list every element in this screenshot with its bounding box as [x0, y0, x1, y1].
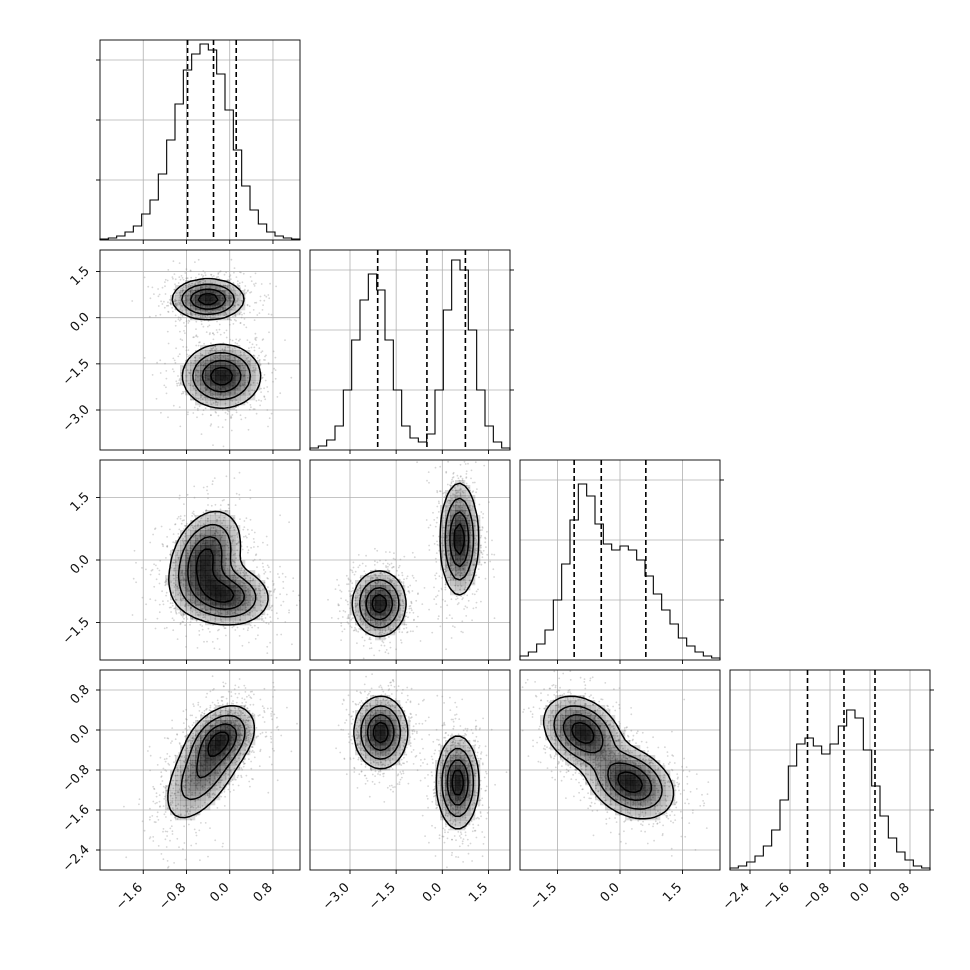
contour-level [171, 277, 262, 409]
y-tick-label: −1.5 [60, 356, 93, 389]
contour-level [180, 714, 246, 801]
diag-cell-1 [309, 249, 514, 454]
contour-level [366, 713, 469, 806]
contour-level [197, 293, 234, 386]
x-tick-label: −1.5 [527, 880, 560, 913]
panel-frame [519, 459, 721, 661]
y-tick-label: 0.8 [68, 682, 93, 707]
x-tick-label: −3.0 [320, 880, 353, 913]
contour-level [562, 714, 653, 801]
x-tick-label: −0.8 [800, 880, 833, 913]
contour-level [365, 511, 470, 621]
contour-level [553, 705, 663, 810]
contour-level [542, 695, 675, 820]
y-tick-label: 1.5 [68, 490, 93, 515]
histogram-2 [519, 483, 721, 660]
y-tick-label: 0.0 [68, 552, 93, 577]
x-tick-label: −1.6 [113, 880, 146, 913]
contour-level [358, 497, 475, 629]
pair-cell-1-0: −3.0 −1.5 0.0 1.5 [60, 249, 301, 454]
contour-lines [167, 705, 256, 819]
contour-level [571, 721, 644, 794]
panel-frame [729, 669, 931, 871]
diag-cell-2 [519, 459, 724, 664]
contour-level [181, 283, 252, 401]
contour-level [351, 482, 480, 638]
pair-cell-2-0: −1.5 0.0 1.5 [60, 459, 301, 664]
y-tick-label: −1.5 [60, 615, 93, 648]
contour-level [371, 523, 466, 614]
histogram-1 [309, 259, 511, 450]
panel-frame [99, 459, 301, 661]
diag-cell-0 [96, 39, 301, 244]
x-tick-label: 0.0 [598, 880, 623, 905]
histogram-3 [729, 709, 931, 870]
panel-frame [99, 669, 301, 871]
pair-cell-3-2: −1.5 0.0 1.5 [519, 669, 721, 913]
contour-lines [351, 482, 480, 638]
contour-level [187, 535, 246, 610]
x-tick-label: −1.5 [366, 880, 399, 913]
y-tick-label: −0.8 [60, 762, 93, 795]
x-tick-label: 1.5 [466, 880, 491, 905]
contour-lines [171, 277, 262, 409]
x-tick-label: 0.8 [251, 880, 276, 905]
pair-cell-3-1: −3.0 −1.5 0.0 1.5 [309, 669, 511, 913]
contour-level [353, 695, 480, 830]
x-tick-label: 0.0 [848, 880, 873, 905]
x-tick-label: −0.8 [156, 880, 189, 913]
contour-level [177, 523, 257, 618]
pair-cell-3-0: −2.4 −1.6 −0.8 0.0 0.8 −1.6 −0.8 0.0 0.8 [60, 669, 301, 913]
density-shading [355, 695, 481, 831]
x-tick-label: −1.6 [760, 880, 793, 913]
diag-cell-3: −2.4 −1.6 −0.8 0.0 0.8 [720, 669, 934, 913]
panel-frame [309, 459, 511, 661]
y-tick-label: 0.0 [68, 722, 93, 747]
x-tick-label: 0.8 [888, 880, 913, 905]
pair-cell-2-1 [309, 459, 511, 664]
panel-frame [99, 249, 301, 451]
contour-level [167, 705, 256, 819]
panel-frame [309, 249, 511, 451]
contour-level [168, 510, 269, 626]
contour-level [189, 288, 242, 393]
x-tick-label: 1.5 [660, 880, 685, 905]
y-tick-label: 0.0 [68, 310, 93, 335]
panel-frame [309, 669, 511, 871]
density-shading [170, 280, 261, 411]
contour-lines [353, 695, 480, 830]
x-tick-label: −2.4 [720, 880, 753, 913]
y-tick-label: −1.6 [60, 802, 93, 835]
panel-frame [99, 39, 301, 241]
y-tick-label: −2.4 [60, 842, 93, 875]
histogram-0 [99, 43, 301, 240]
contour-level [207, 731, 230, 757]
contour-level [372, 721, 464, 796]
scatter-points [335, 673, 508, 869]
panel-frame [519, 669, 721, 871]
contour-lines [542, 695, 675, 820]
y-tick-label: −3.0 [60, 402, 93, 435]
contour-level [195, 548, 235, 603]
x-tick-label: 0.0 [207, 880, 232, 905]
contour-level [196, 723, 238, 779]
contour-level [360, 705, 475, 818]
contour-lines [168, 510, 269, 626]
y-tick-label: 1.5 [68, 264, 93, 289]
x-tick-label: 0.0 [420, 880, 445, 905]
